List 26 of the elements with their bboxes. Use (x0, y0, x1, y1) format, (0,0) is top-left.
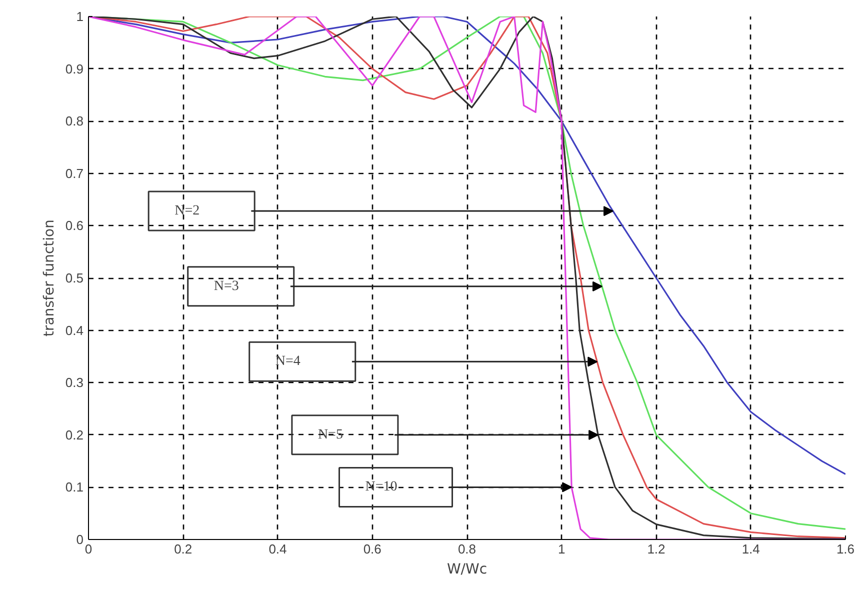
y-tick-label: 0.9 (65, 61, 84, 76)
y-tick-label: 0.1 (65, 480, 84, 495)
y-axis-title: transfer function (41, 220, 58, 336)
y-tick-label: 0.8 (65, 114, 84, 129)
x-axis-title: W/Wc (446, 562, 488, 578)
x-tick-label: 1 (558, 542, 566, 556)
x-tick-label: 0.4 (268, 542, 287, 556)
annotation: N=4 (275, 354, 300, 370)
x-tick-label: 0.8 (458, 542, 476, 556)
y-tick-label: 0.7 (65, 166, 84, 181)
annotation: N=5 (318, 427, 343, 442)
y-tick-label: 0.2 (65, 427, 84, 442)
x-tick-label: 0.6 (363, 542, 382, 556)
y-tick-label: 0.4 (65, 322, 84, 338)
x-tick-label: 1.6 (836, 542, 855, 556)
y-tick-label: 0 (76, 532, 84, 547)
annotation: N=3 (214, 278, 239, 294)
y-tick-label: 0.3 (65, 375, 84, 390)
y-tick-label: 1 (76, 9, 84, 24)
y-tick-label: 0.6 (65, 218, 84, 234)
x-tick-label: 0.2 (174, 542, 192, 556)
x-tick-label: 1.4 (742, 542, 760, 556)
annotation: N=2 (174, 204, 200, 219)
y-tick-label: 0.5 (65, 270, 84, 286)
annotation: N=10 (365, 480, 398, 495)
x-tick-label: 1.2 (647, 542, 666, 556)
